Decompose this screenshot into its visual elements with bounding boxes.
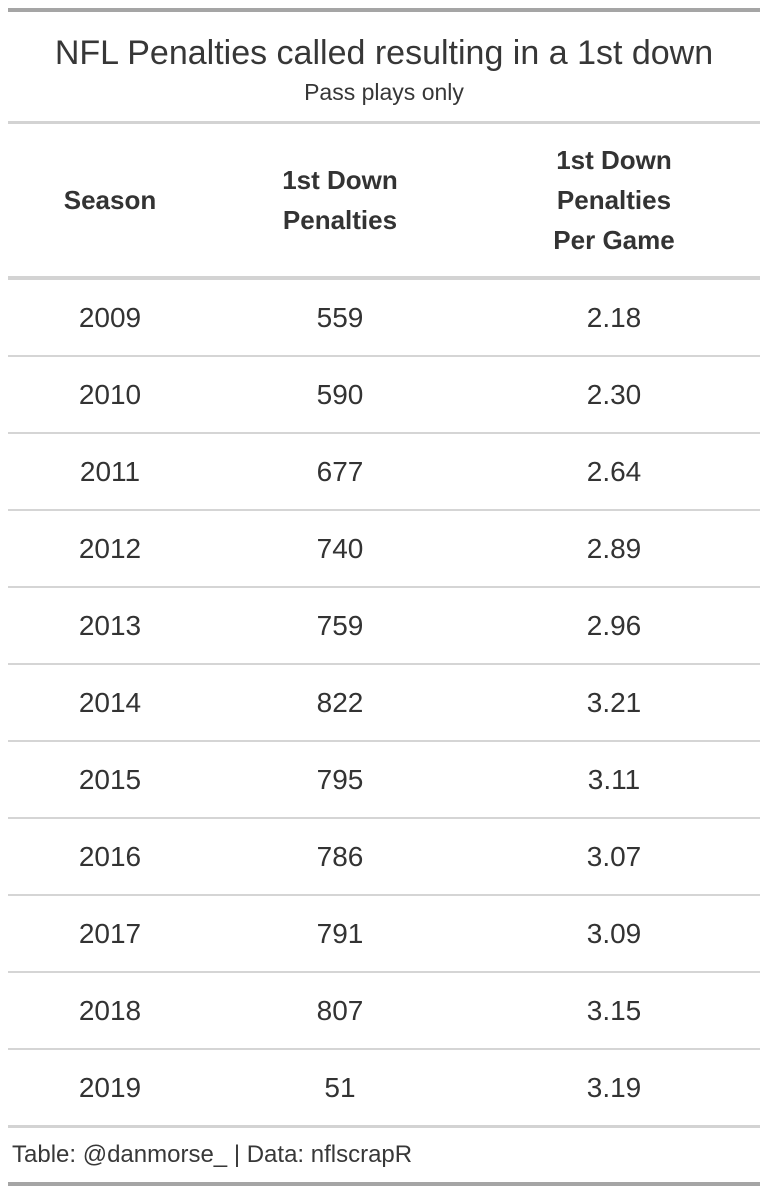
penalties-table: NFL Penalties called resulting in a 1st … — [8, 8, 760, 1186]
table-row: 2018 807 3.15 — [8, 971, 760, 1049]
season-cell: 2010 — [8, 355, 212, 433]
season-cell: 2013 — [8, 586, 212, 664]
season-cell: 2016 — [8, 817, 212, 895]
penalties-per-game-cell: 2.30 — [468, 355, 760, 433]
penalties-per-game-cell: 3.19 — [468, 1048, 760, 1125]
data-table: Season 1st Down Penalties 1st Down Penal… — [8, 124, 760, 1125]
penalties-per-game-cell: 3.11 — [468, 740, 760, 818]
penalties-cell: 677 — [212, 432, 468, 510]
table-row: 2015 795 3.11 — [8, 740, 760, 818]
penalties-cell: 559 — [316, 302, 364, 333]
column-header-season: Season — [8, 124, 212, 280]
column-header-1st-down-penalties-label: 1st Down Penalties — [282, 165, 398, 235]
penalties-cell: 786 — [212, 817, 468, 895]
season-cell: 2009 — [78, 302, 142, 333]
table-row: 2019 51 3.19 — [8, 1048, 760, 1125]
column-header-1st-down-penalties-per-game-label: 1st Down Penalties Per Game — [553, 145, 675, 255]
table-heading: NFL Penalties called resulting in a 1st … — [8, 12, 760, 124]
penalties-per-game-cell: 2.89 — [468, 509, 760, 587]
penalties-cell: 51 — [212, 1048, 468, 1125]
penalties-per-game-cell: 3.15 — [468, 971, 760, 1049]
table-row: 2010 590 2.30 — [8, 355, 760, 433]
penalties-per-game-cell: 2.18 — [586, 302, 642, 333]
penalties-per-game-cell: 2.64 — [468, 432, 760, 510]
column-header-1st-down-penalties-per-game: 1st Down Penalties Per Game — [468, 124, 760, 280]
season-cell: 2015 — [8, 740, 212, 818]
penalties-cell: 791 — [212, 894, 468, 972]
penalties-cell: 590 — [212, 355, 468, 433]
column-header-1st-down-penalties: 1st Down Penalties — [212, 124, 468, 280]
table-row: 2013 759 2.96 — [8, 586, 760, 664]
table-row: 2017 791 3.09 — [8, 894, 760, 972]
season-cell: 2011 — [8, 432, 212, 510]
table-header-row: Season 1st Down Penalties 1st Down Penal… — [8, 124, 760, 280]
season-cell: 2018 — [8, 971, 212, 1049]
table-row: 2016 786 3.07 — [8, 817, 760, 895]
season-cell: 2019 — [8, 1048, 212, 1125]
table-title: NFL Penalties called resulting in a 1st … — [54, 34, 714, 72]
season-cell: 2014 — [8, 663, 212, 741]
penalties-per-game-cell: 3.07 — [468, 817, 760, 895]
season-cell: 2012 — [8, 509, 212, 587]
penalties-cell: 759 — [212, 586, 468, 664]
penalties-per-game-cell: 3.21 — [468, 663, 760, 741]
penalties-per-game-cell: 2.96 — [468, 586, 760, 664]
table-row: 2009 559 2.18 — [8, 278, 760, 356]
penalties-cell: 795 — [212, 740, 468, 818]
season-cell: 2017 — [8, 894, 212, 972]
table-row: 2011 677 2.64 — [8, 432, 760, 510]
penalties-cell: 807 — [212, 971, 468, 1049]
table-row: 2012 740 2.89 — [8, 509, 760, 587]
column-header-season-label: Season — [63, 185, 157, 215]
penalties-cell: 740 — [212, 509, 468, 587]
table-row: 2014 822 3.21 — [8, 663, 760, 741]
penalties-per-game-cell: 3.09 — [468, 894, 760, 972]
table-subtitle: Pass plays only — [304, 79, 464, 105]
source-note: Table: @danmorse_ | Data: nflscrapR — [8, 1125, 760, 1182]
table-body: 2009 559 2.18 2010 590 2.30 2011 677 2.6… — [8, 278, 760, 1125]
penalties-cell: 822 — [212, 663, 468, 741]
